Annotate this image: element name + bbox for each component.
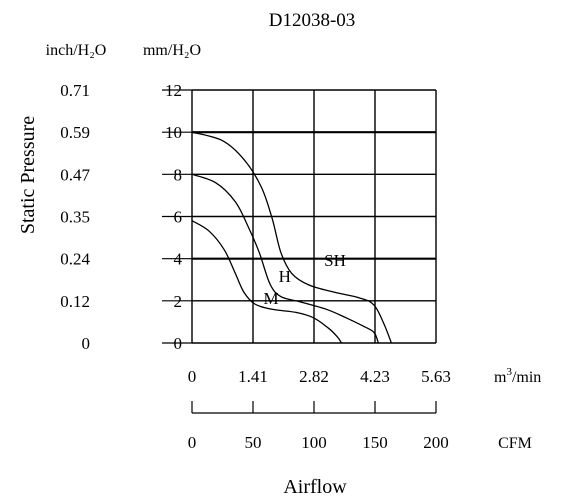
ytick-inch-5: 0.59	[60, 123, 90, 142]
curve-labels: SH HM	[264, 251, 346, 308]
xtick-m3min-2: 2.82	[299, 367, 329, 386]
x-unit-m3min-tail: /min	[512, 369, 541, 386]
x-unit-m3min-base: m	[494, 369, 507, 386]
x-unit-m3min-sup: 3	[506, 366, 512, 378]
x-unit-m3min: m3/min	[494, 366, 541, 386]
xtick-cfm-2: 100	[301, 433, 327, 452]
ytick-inch-4: 0.47	[60, 165, 90, 184]
xtick-m3min-1: 1.41	[238, 367, 268, 386]
ytick-mm-1: 2	[174, 292, 183, 311]
curve-label-m: M	[264, 289, 279, 308]
curve-sh	[191, 131, 393, 344]
curve-label-sh: SH	[324, 251, 346, 270]
curve-h	[191, 173, 380, 344]
x-axis-title: Airflow	[283, 476, 347, 498]
chart-title: D12038-03	[269, 10, 356, 31]
ytick-inch-3: 0.35	[60, 208, 90, 227]
xtick-m3min-0: 0	[188, 367, 197, 386]
x-unit-cfm: CFM	[498, 435, 532, 452]
ytick-inch-0: 0	[82, 334, 91, 353]
ytick-mm-4: 8	[174, 165, 183, 184]
ytick-inch-6: 0.71	[60, 81, 90, 100]
curve-m	[191, 220, 343, 344]
xtick-cfm-0: 0	[188, 433, 197, 452]
ytick-mm-2: 4	[174, 250, 183, 269]
ytick-inch-2: 0.24	[60, 250, 90, 269]
plot-grid	[191, 89, 437, 344]
ytick-mm-0: 0	[174, 334, 183, 353]
ytick-inch-1: 0.12	[60, 292, 90, 311]
y-axis-title: Static Pressure	[17, 116, 39, 234]
xtick-m3min-3: 4.23	[360, 367, 390, 386]
unit-mm-label: mm/H₂O	[143, 42, 201, 59]
unit-inch-label: inch/H₂O	[46, 42, 107, 59]
fan-curves	[191, 131, 393, 344]
y-ticks: 0 0 2 0.12 4 0.24 6 0.35 8 0.47 10 0.59 12 0.71	[60, 81, 192, 353]
curve-label-h: H	[279, 267, 291, 286]
x-ticks: 0 1.41 2.82 4.23 5.63 0 50 100 150 200	[188, 367, 451, 452]
xtick-cfm-1: 50	[245, 433, 262, 452]
xtick-cfm-3: 150	[362, 433, 388, 452]
xtick-m3min-4: 5.63	[421, 367, 451, 386]
ytick-mm-3: 6	[174, 208, 183, 227]
ytick-mm-5: 10	[165, 123, 182, 142]
ytick-mm-6: 12	[165, 81, 182, 100]
xtick-cfm-4: 200	[423, 433, 449, 452]
